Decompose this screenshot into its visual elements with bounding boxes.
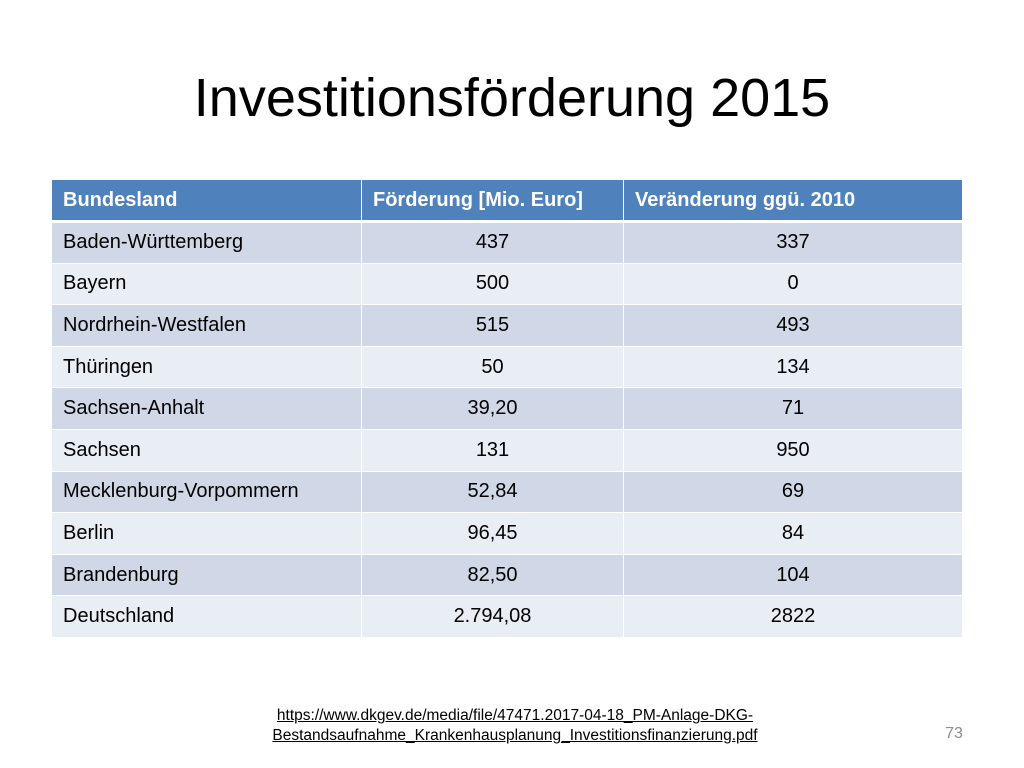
- cell-bundesland: Sachsen: [51, 428, 362, 472]
- cell-bundesland: Mecklenburg-Vorpommern: [51, 470, 362, 514]
- cell-foerderung: 131: [361, 428, 624, 472]
- funding-table: Bundesland Förderung [Mio. Euro] Verände…: [51, 179, 963, 638]
- source-link-line-1: https://www.dkgev.de/media/file/47471.20…: [276, 707, 754, 724]
- slide-title: Investitionsförderung 2015: [193, 68, 831, 128]
- cell-bundesland: Sachsen-Anhalt: [51, 387, 362, 430]
- cell-bundesland: Bayern: [51, 262, 362, 306]
- cell-veraenderung: 71: [623, 387, 963, 430]
- table-row: Berlin 96,45 84: [51, 512, 963, 555]
- cell-veraenderung: 2822: [623, 595, 963, 638]
- table-row: Deutschland 2.794,08 2822: [51, 595, 963, 638]
- table-row: Sachsen 131 950: [51, 428, 963, 472]
- cell-foerderung: 437: [361, 221, 624, 264]
- table-row: Baden-Württemberg 437 337: [51, 221, 963, 264]
- cell-bundesland: Nordrhein-Westfalen: [51, 304, 362, 347]
- cell-foerderung: 96,45: [361, 512, 624, 555]
- cell-bundesland: Thüringen: [51, 345, 362, 389]
- cell-foerderung: 2.794,08: [361, 595, 624, 638]
- cell-veraenderung: 950: [623, 428, 963, 472]
- cell-veraenderung: 134: [623, 345, 963, 389]
- source-link[interactable]: https://www.dkgev.de/media/file/47471.20…: [180, 706, 850, 746]
- table-row: Thüringen 50 134: [51, 345, 963, 389]
- table-row: Brandenburg 82,50 104: [51, 553, 963, 597]
- cell-foerderung: 39,20: [361, 387, 624, 430]
- cell-foerderung: 500: [361, 262, 624, 306]
- header-veraenderung: Veränderung ggü. 2010: [623, 179, 963, 223]
- table-row: Bayern 500 0: [51, 262, 963, 306]
- cell-veraenderung: 0: [623, 262, 963, 306]
- cell-veraenderung: 104: [623, 553, 963, 597]
- table-row: Nordrhein-Westfalen 515 493: [51, 304, 963, 347]
- source-link-line-2: Bestandsaufnahme_Krankenhausplanung_Inve…: [272, 727, 758, 744]
- cell-bundesland: Berlin: [51, 512, 362, 555]
- table-header-row: Bundesland Förderung [Mio. Euro] Verände…: [51, 179, 963, 223]
- cell-veraenderung: 84: [623, 512, 963, 555]
- cell-bundesland: Brandenburg: [51, 553, 362, 597]
- cell-foerderung: 82,50: [361, 553, 624, 597]
- table-row: Mecklenburg-Vorpommern 52,84 69: [51, 470, 963, 514]
- header-bundesland: Bundesland: [51, 179, 362, 223]
- cell-bundesland: Deutschland: [51, 595, 362, 638]
- cell-veraenderung: 69: [623, 470, 963, 514]
- cell-foerderung: 50: [361, 345, 624, 389]
- table-row: Sachsen-Anhalt 39,20 71: [51, 387, 963, 430]
- header-foerderung: Förderung [Mio. Euro]: [361, 179, 624, 223]
- cell-veraenderung: 337: [623, 221, 963, 264]
- page-number: 73: [945, 725, 963, 742]
- cell-bundesland: Baden-Württemberg: [51, 221, 362, 264]
- cell-veraenderung: 493: [623, 304, 963, 347]
- cell-foerderung: 515: [361, 304, 624, 347]
- cell-foerderung: 52,84: [361, 470, 624, 514]
